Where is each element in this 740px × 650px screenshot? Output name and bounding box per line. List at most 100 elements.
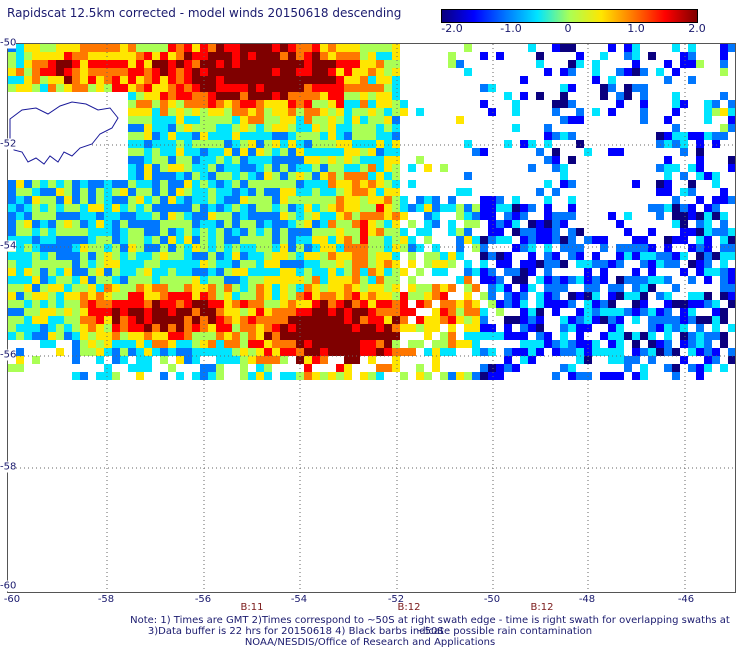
wind-cell bbox=[552, 276, 560, 284]
lat-label: -58 bbox=[0, 461, 17, 473]
wind-cell bbox=[176, 372, 184, 380]
wind-cell bbox=[328, 108, 336, 116]
wind-cell bbox=[160, 116, 168, 124]
wind-cell bbox=[304, 276, 312, 284]
wind-cell bbox=[608, 76, 616, 84]
wind-cell bbox=[448, 60, 456, 68]
wind-cell bbox=[392, 60, 400, 68]
wind-cell bbox=[152, 316, 160, 324]
wind-cell bbox=[320, 164, 328, 172]
wind-cell bbox=[328, 92, 336, 100]
wind-cell bbox=[248, 52, 256, 60]
wind-cell bbox=[16, 276, 24, 284]
wind-cell bbox=[176, 60, 184, 68]
wind-cell bbox=[248, 44, 256, 52]
wind-cell bbox=[672, 108, 680, 116]
wind-cell bbox=[696, 260, 704, 268]
wind-cell bbox=[112, 340, 120, 348]
wind-cell bbox=[312, 268, 320, 276]
wind-cell bbox=[336, 108, 344, 116]
wind-cell bbox=[352, 52, 360, 60]
wind-cell bbox=[128, 76, 136, 84]
wind-cell bbox=[472, 340, 480, 348]
wind-cell bbox=[184, 60, 192, 68]
wind-cell bbox=[168, 100, 176, 108]
wind-cell bbox=[104, 60, 112, 68]
wind-cell bbox=[64, 276, 72, 284]
wind-cell bbox=[568, 316, 576, 324]
wind-cell bbox=[376, 84, 384, 92]
wind-cell bbox=[104, 204, 112, 212]
wind-cell bbox=[256, 276, 264, 284]
wind-cell bbox=[672, 364, 680, 372]
wind-cell bbox=[40, 340, 48, 348]
wind-cell bbox=[192, 44, 200, 52]
wind-cell bbox=[352, 100, 360, 108]
wind-cell bbox=[128, 156, 136, 164]
wind-cell bbox=[360, 44, 368, 52]
wind-cell bbox=[360, 324, 368, 332]
wind-cell bbox=[376, 188, 384, 196]
wind-cell bbox=[32, 316, 40, 324]
wind-cell bbox=[632, 332, 640, 340]
wind-cell bbox=[312, 60, 320, 68]
wind-cell bbox=[320, 252, 328, 260]
colorbar-tick: -1.0 bbox=[500, 22, 522, 35]
wind-cell bbox=[208, 116, 216, 124]
wind-cell bbox=[688, 76, 696, 84]
wind-cell bbox=[72, 292, 80, 300]
wind-cell bbox=[384, 188, 392, 196]
wind-cell bbox=[480, 52, 488, 60]
wind-cell bbox=[344, 212, 352, 220]
wind-cell bbox=[192, 188, 200, 196]
wind-cell bbox=[528, 244, 536, 252]
wind-cell bbox=[328, 220, 336, 228]
wind-cell bbox=[360, 92, 368, 100]
wind-cell bbox=[552, 340, 560, 348]
wind-cell bbox=[288, 260, 296, 268]
footnote-line-1: Note: 1) Times are GMT 2)Times correspon… bbox=[130, 615, 730, 637]
wind-cell bbox=[280, 348, 288, 356]
wind-cell bbox=[264, 204, 272, 212]
wind-cell bbox=[16, 188, 24, 196]
wind-cell bbox=[320, 332, 328, 340]
wind-cell bbox=[136, 156, 144, 164]
wind-cell bbox=[208, 324, 216, 332]
wind-cell bbox=[376, 196, 384, 204]
wind-cell bbox=[352, 156, 360, 164]
wind-cell bbox=[96, 356, 104, 364]
wind-cell bbox=[240, 372, 248, 380]
wind-cell bbox=[272, 340, 280, 348]
wind-cell bbox=[728, 196, 735, 204]
wind-cell bbox=[568, 340, 576, 348]
wind-cell bbox=[176, 300, 184, 308]
wind-cell bbox=[536, 324, 544, 332]
wind-cell bbox=[32, 44, 40, 52]
wind-cell bbox=[400, 196, 408, 204]
wind-cell bbox=[192, 60, 200, 68]
wind-cell bbox=[136, 116, 144, 124]
wind-cell bbox=[400, 236, 408, 244]
wind-cell bbox=[680, 212, 688, 220]
wind-cell bbox=[288, 316, 296, 324]
wind-cell bbox=[312, 92, 320, 100]
wind-cell bbox=[328, 44, 336, 52]
wind-cell bbox=[128, 108, 136, 116]
wind-cell bbox=[336, 76, 344, 84]
wind-cell bbox=[328, 332, 336, 340]
wind-cell bbox=[480, 84, 488, 92]
wind-cell bbox=[168, 172, 176, 180]
wind-cell bbox=[240, 364, 248, 372]
wind-cell bbox=[304, 284, 312, 292]
wind-cell bbox=[48, 268, 56, 276]
wind-cell bbox=[168, 188, 176, 196]
wind-cell bbox=[32, 268, 40, 276]
wind-cell bbox=[408, 260, 416, 268]
wind-cell bbox=[448, 220, 456, 228]
wind-cell bbox=[176, 220, 184, 228]
wind-cell bbox=[240, 172, 248, 180]
wind-cell bbox=[536, 316, 544, 324]
wind-cell bbox=[672, 132, 680, 140]
wind-cell bbox=[408, 244, 416, 252]
wind-cell bbox=[376, 212, 384, 220]
